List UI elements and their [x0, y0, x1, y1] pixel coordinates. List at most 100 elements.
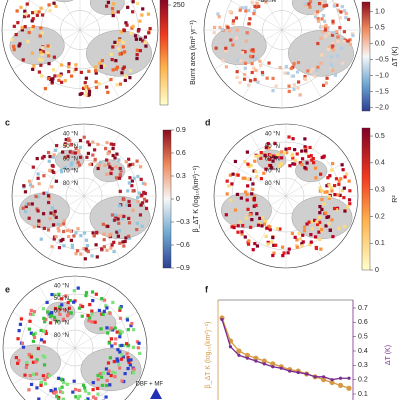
map-cell [243, 177, 246, 180]
map-cell [118, 229, 121, 232]
map-cell [254, 78, 257, 81]
map-cell [135, 228, 138, 231]
map-cell [229, 10, 232, 13]
map-cell [221, 59, 224, 62]
map-cell [93, 148, 96, 151]
series-point [229, 345, 232, 348]
map-cell [248, 17, 251, 20]
map-cell [315, 220, 318, 223]
map-cell [114, 337, 117, 340]
panel-letter: d [205, 117, 211, 127]
map-cell [297, 232, 300, 235]
map-cell [332, 31, 335, 34]
map-cell [118, 242, 121, 245]
map-cell [243, 78, 246, 81]
map-cell [84, 85, 87, 88]
map-cell [26, 40, 29, 43]
map-cell [130, 184, 133, 187]
map-cell [116, 217, 119, 220]
map-cell [245, 40, 248, 43]
map-cell [131, 163, 134, 166]
map-cell [92, 388, 95, 391]
map-cell [51, 164, 54, 167]
map-cell [55, 144, 58, 147]
map-cell [251, 71, 254, 74]
colorbar-tick-label: 1.0 [375, 8, 385, 15]
map-cell [31, 68, 34, 71]
latitude-label: 40 °N [265, 131, 280, 137]
map-cell [136, 53, 139, 56]
map-cell [78, 163, 81, 166]
map-cell [279, 66, 282, 69]
map-cell [288, 90, 291, 93]
map-cell [111, 45, 114, 48]
map-cell [346, 205, 349, 208]
map-cell [296, 246, 299, 249]
map-cell [250, 62, 253, 65]
map-cell [67, 139, 70, 142]
map-cell [127, 200, 130, 203]
map-cell [334, 74, 337, 77]
map-cell [111, 301, 114, 304]
map-cell [119, 317, 122, 320]
map-cell [113, 371, 116, 374]
map-cell [118, 366, 121, 369]
map-cell [38, 182, 41, 185]
map-cell [36, 14, 39, 17]
map-cell [15, 33, 18, 36]
map-cell [118, 53, 121, 56]
map-cell [330, 186, 333, 189]
map-cell [319, 62, 322, 65]
map-cell [124, 372, 127, 375]
map-cell [244, 62, 247, 65]
map-cell [348, 202, 351, 205]
map-cell [318, 205, 321, 208]
map-cell [341, 163, 344, 166]
map-cell [256, 244, 259, 247]
colorbar-tick-label: −0.3 [176, 219, 190, 226]
map-cell [325, 4, 328, 7]
map-cell [251, 182, 254, 185]
map-cell [301, 234, 304, 237]
map-cell [59, 74, 62, 77]
map-cell [107, 1, 110, 4]
map-cell [244, 67, 247, 70]
map-cell [130, 32, 133, 35]
map-cell [114, 59, 117, 62]
map-cell [115, 153, 118, 156]
colorbar-tick-label: −2.0 [375, 105, 389, 112]
map-cell [119, 83, 122, 86]
map-cell [271, 89, 274, 92]
map-cell [234, 160, 237, 163]
map-cell [117, 158, 120, 161]
map-cell [30, 309, 33, 312]
map-cell [259, 64, 262, 67]
map-cell [304, 78, 307, 81]
map-cell [260, 224, 263, 227]
map-cell [110, 326, 113, 329]
map-cell [90, 310, 93, 313]
latitude-label: 80 °N [63, 181, 78, 187]
map-cell [83, 136, 86, 139]
map-cell [244, 235, 247, 238]
map-cell [261, 216, 264, 219]
map-cell [88, 303, 91, 306]
map-cell [28, 217, 31, 220]
map-cell [98, 82, 101, 85]
map-cell [253, 160, 256, 163]
map-cell [73, 289, 76, 292]
map-cell [120, 358, 123, 361]
map-cell [280, 156, 283, 159]
latitude-label: 50 °N [54, 296, 69, 302]
map-cell [15, 356, 18, 359]
map-cell [86, 244, 89, 247]
map-cell [310, 154, 313, 157]
map-cell [241, 51, 244, 54]
series-point [322, 375, 325, 378]
panel-letter: f [205, 284, 209, 294]
map-cell [47, 62, 50, 65]
map-panel: 70 °N80 °N [204, 0, 360, 108]
map-cell [60, 239, 63, 242]
map-cell [54, 235, 57, 238]
map-cell [91, 290, 94, 293]
